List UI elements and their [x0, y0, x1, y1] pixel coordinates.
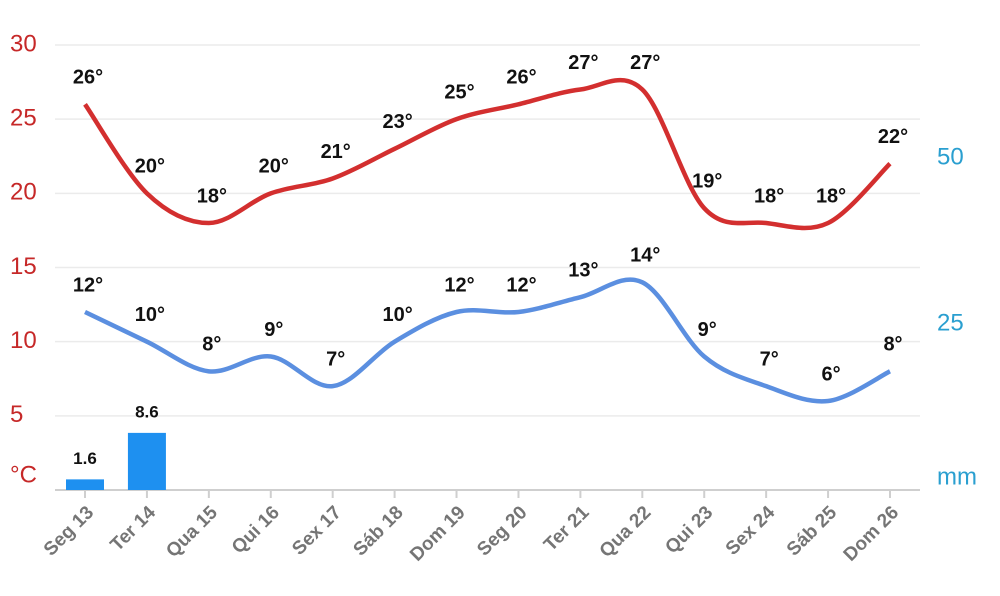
x-tick-label: Sex 24	[722, 502, 780, 560]
y-tick-label: 5	[10, 401, 23, 428]
data-label: 12°	[506, 274, 536, 296]
data-label: 26°	[506, 67, 536, 89]
data-label: 19°	[692, 170, 722, 192]
data-label: 18°	[816, 185, 846, 207]
x-tick-label: Qua 22	[596, 502, 656, 562]
y-tick-label: 10	[10, 327, 37, 354]
x-tick-label: Qui 23	[661, 502, 717, 558]
data-label: 1.6	[73, 449, 97, 468]
line	[83, 77, 892, 231]
data-label: 9°	[698, 319, 717, 341]
y-tick-label: 20	[10, 179, 37, 206]
y2-tick-label: 25	[937, 309, 964, 336]
data-label: 27°	[630, 52, 660, 74]
x-tick-label: Dom 19	[406, 502, 469, 565]
data-label: 8°	[202, 334, 221, 356]
data-label: 21°	[321, 141, 351, 163]
data-label: 18°	[197, 185, 227, 207]
data-label: 13°	[568, 259, 598, 281]
x-tick-label: Qua 15	[162, 502, 222, 562]
x-tick-label: Qui 16	[228, 502, 284, 558]
y2-tick-label: mm	[937, 463, 977, 490]
data-label: 6°	[822, 363, 841, 385]
x-tick-label: Sáb 25	[783, 502, 841, 560]
data-label: 8°	[883, 334, 902, 356]
x-tick-label: Seg 13	[40, 502, 98, 560]
data-label: 12°	[444, 274, 474, 296]
x-tick-label: Sex 17	[288, 502, 345, 559]
data-label: 14°	[630, 245, 660, 267]
bar	[127, 432, 166, 490]
data-label: 27°	[568, 52, 598, 74]
y-tick-label: 15	[10, 253, 37, 280]
data-label: 26°	[73, 67, 103, 89]
data-label: 18°	[754, 185, 784, 207]
x-tick-label: Ter 21	[540, 502, 594, 556]
data-label: 25°	[444, 81, 474, 103]
x-tick-label: Dom 26	[840, 502, 903, 565]
y-tick-label: 25	[10, 105, 37, 132]
data-label: 20°	[259, 156, 289, 178]
line	[84, 277, 892, 404]
y2-tick-label: 50	[937, 143, 964, 170]
data-label: 7°	[326, 348, 345, 370]
data-label: 22°	[878, 126, 908, 148]
data-label: 7°	[760, 348, 779, 370]
data-label: 9°	[264, 319, 283, 341]
data-label: 20°	[135, 156, 165, 178]
data-label: 10°	[135, 304, 165, 326]
bar	[66, 479, 104, 490]
data-label: 10°	[382, 304, 412, 326]
data-label: 23°	[382, 111, 412, 133]
data-label: 8.6	[135, 402, 159, 421]
x-tick-label: Ter 14	[107, 502, 161, 556]
x-tick-label: Sáb 18	[350, 502, 408, 560]
y-tick-label: °C	[10, 461, 37, 488]
y-tick-label: 30	[10, 30, 37, 57]
data-label: 12°	[73, 274, 103, 296]
x-tick-label: Seg 20	[473, 502, 531, 560]
